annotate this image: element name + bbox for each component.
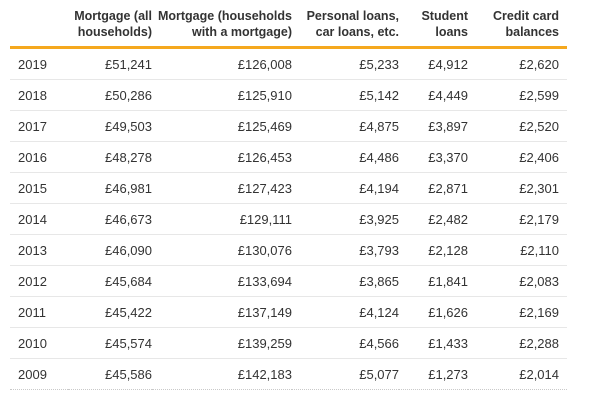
- row-year-label: 2014: [10, 203, 68, 235]
- cell-personal-loans: £3,925: [292, 203, 399, 235]
- cell-credit-card-balances: £2,520: [468, 110, 567, 142]
- table-row: 2010 £45,574 £139,259 £4,566 £1,433 £2,288: [10, 327, 567, 359]
- column-header-credit-card-balances: Credit card balances: [493, 9, 559, 39]
- cell-mortgage-all-households: £45,574: [68, 327, 152, 359]
- cell-mortgage-all-households: £46,090: [68, 234, 152, 266]
- cell-student-loans: £2,482: [399, 203, 468, 235]
- cell-credit-card-balances: £2,083: [468, 265, 567, 297]
- cell-mortgage-households-with-mortgage: £139,259: [152, 327, 292, 359]
- cell-mortgage-households-with-mortgage: £125,910: [152, 79, 292, 111]
- cell-mortgage-all-households: £49,503: [68, 110, 152, 142]
- cell-personal-loans: £4,875: [292, 110, 399, 142]
- cell-mortgage-all-households: £46,673: [68, 203, 152, 235]
- cell-mortgage-households-with-mortgage: £126,453: [152, 141, 292, 173]
- cell-credit-card-balances: £2,620: [468, 47, 567, 80]
- cell-student-loans: £1,626: [399, 296, 468, 328]
- cell-personal-loans: £4,124: [292, 296, 399, 328]
- cell-student-loans: £1,841: [399, 265, 468, 297]
- cell-student-loans: £2,128: [399, 234, 468, 266]
- cell-mortgage-all-households: £50,286: [68, 79, 152, 111]
- table-row: 2011 £45,422 £137,149 £4,124 £1,626 £2,169: [10, 296, 567, 328]
- household-debt-table: Mortgage (all households) Mortgage (house…: [10, 0, 567, 390]
- cell-student-loans: £1,433: [399, 327, 468, 359]
- cell-mortgage-households-with-mortgage: £130,076: [152, 234, 292, 266]
- cell-credit-card-balances: £2,406: [468, 141, 567, 173]
- cell-credit-card-balances: £2,169: [468, 296, 567, 328]
- cell-personal-loans: £4,194: [292, 172, 399, 204]
- household-debt-table-container: Mortgage (all households) Mortgage (house…: [10, 0, 567, 390]
- row-year-label: 2016: [10, 141, 68, 173]
- table-row: 2013 £46,090 £130,076 £3,793 £2,128 £2,110: [10, 234, 567, 266]
- cell-personal-loans: £5,142: [292, 79, 399, 111]
- cell-credit-card-balances: £2,014: [468, 358, 567, 390]
- row-year-label: 2017: [10, 110, 68, 142]
- cell-personal-loans: £3,793: [292, 234, 399, 266]
- row-year-label: 2015: [10, 172, 68, 204]
- column-header-personal-loans: Personal loans, car loans, etc.: [306, 9, 399, 39]
- cell-student-loans: £1,273: [399, 358, 468, 390]
- table-row: 2019 £51,241 £126,008 £5,233 £4,912 £2,620: [10, 47, 567, 80]
- cell-personal-loans: £4,566: [292, 327, 399, 359]
- cell-mortgage-households-with-mortgage: £127,423: [152, 172, 292, 204]
- table-header-row: Mortgage (all households) Mortgage (house…: [10, 0, 567, 48]
- table-row: 2016 £48,278 £126,453 £4,486 £3,370 £2,406: [10, 141, 567, 173]
- cell-mortgage-households-with-mortgage: £129,111: [152, 203, 292, 235]
- row-year-label: 2019: [10, 47, 68, 80]
- column-header-student-loans: Student loans: [421, 9, 468, 39]
- table-row: 2018 £50,286 £125,910 £5,142 £4,449 £2,599: [10, 79, 567, 111]
- table-body: 2019 £51,241 £126,008 £5,233 £4,912 £2,620 201…: [10, 47, 567, 390]
- row-year-label: 2013: [10, 234, 68, 266]
- cell-mortgage-all-households: £45,422: [68, 296, 152, 328]
- cell-mortgage-all-households: £46,981: [68, 172, 152, 204]
- row-year-label: 2018: [10, 79, 68, 111]
- cell-student-loans: £3,370: [399, 141, 468, 173]
- cell-personal-loans: £4,486: [292, 141, 399, 173]
- table-head: Mortgage (all households) Mortgage (house…: [10, 0, 567, 48]
- cell-credit-card-balances: £2,110: [468, 234, 567, 266]
- column-header-mortgage-all-households: Mortgage (all households): [74, 9, 152, 39]
- row-year-label: 2011: [10, 296, 68, 328]
- cell-credit-card-balances: £2,301: [468, 172, 567, 204]
- table-row: 2017 £49,503 £125,469 £4,875 £3,897 £2,520: [10, 110, 567, 142]
- cell-student-loans: £4,912: [399, 47, 468, 80]
- column-header-mortgage-households-with-mortgage: Mortgage (households with a mortgage): [157, 9, 292, 39]
- row-year-label: 2012: [10, 265, 68, 297]
- cell-mortgage-households-with-mortgage: £133,694: [152, 265, 292, 297]
- cell-mortgage-households-with-mortgage: £142,183: [152, 358, 292, 390]
- cell-mortgage-households-with-mortgage: £126,008: [152, 47, 292, 80]
- cell-credit-card-balances: £2,599: [468, 79, 567, 111]
- cell-credit-card-balances: £2,288: [468, 327, 567, 359]
- cell-personal-loans: £5,077: [292, 358, 399, 390]
- table-row: 2015 £46,981 £127,423 £4,194 £2,871 £2,301: [10, 172, 567, 204]
- cell-mortgage-all-households: £51,241: [68, 47, 152, 80]
- table-row: 2014 £46,673 £129,111 £3,925 £2,482 £2,179: [10, 203, 567, 235]
- cell-credit-card-balances: £2,179: [468, 203, 567, 235]
- column-header-year: [10, 0, 68, 48]
- cell-student-loans: £3,897: [399, 110, 468, 142]
- table-row: 2009 £45,586 £142,183 £5,077 £1,273 £2,014: [10, 358, 567, 390]
- row-year-label: 2010: [10, 327, 68, 359]
- cell-student-loans: £2,871: [399, 172, 468, 204]
- cell-personal-loans: £3,865: [292, 265, 399, 297]
- cell-mortgage-all-households: £45,684: [68, 265, 152, 297]
- cell-personal-loans: £5,233: [292, 47, 399, 80]
- cell-student-loans: £4,449: [399, 79, 468, 111]
- cell-mortgage-households-with-mortgage: £137,149: [152, 296, 292, 328]
- row-year-label: 2009: [10, 358, 68, 390]
- table-row: 2012 £45,684 £133,694 £3,865 £1,841 £2,083: [10, 265, 567, 297]
- cell-mortgage-households-with-mortgage: £125,469: [152, 110, 292, 142]
- cell-mortgage-all-households: £48,278: [68, 141, 152, 173]
- cell-mortgage-all-households: £45,586: [68, 358, 152, 390]
